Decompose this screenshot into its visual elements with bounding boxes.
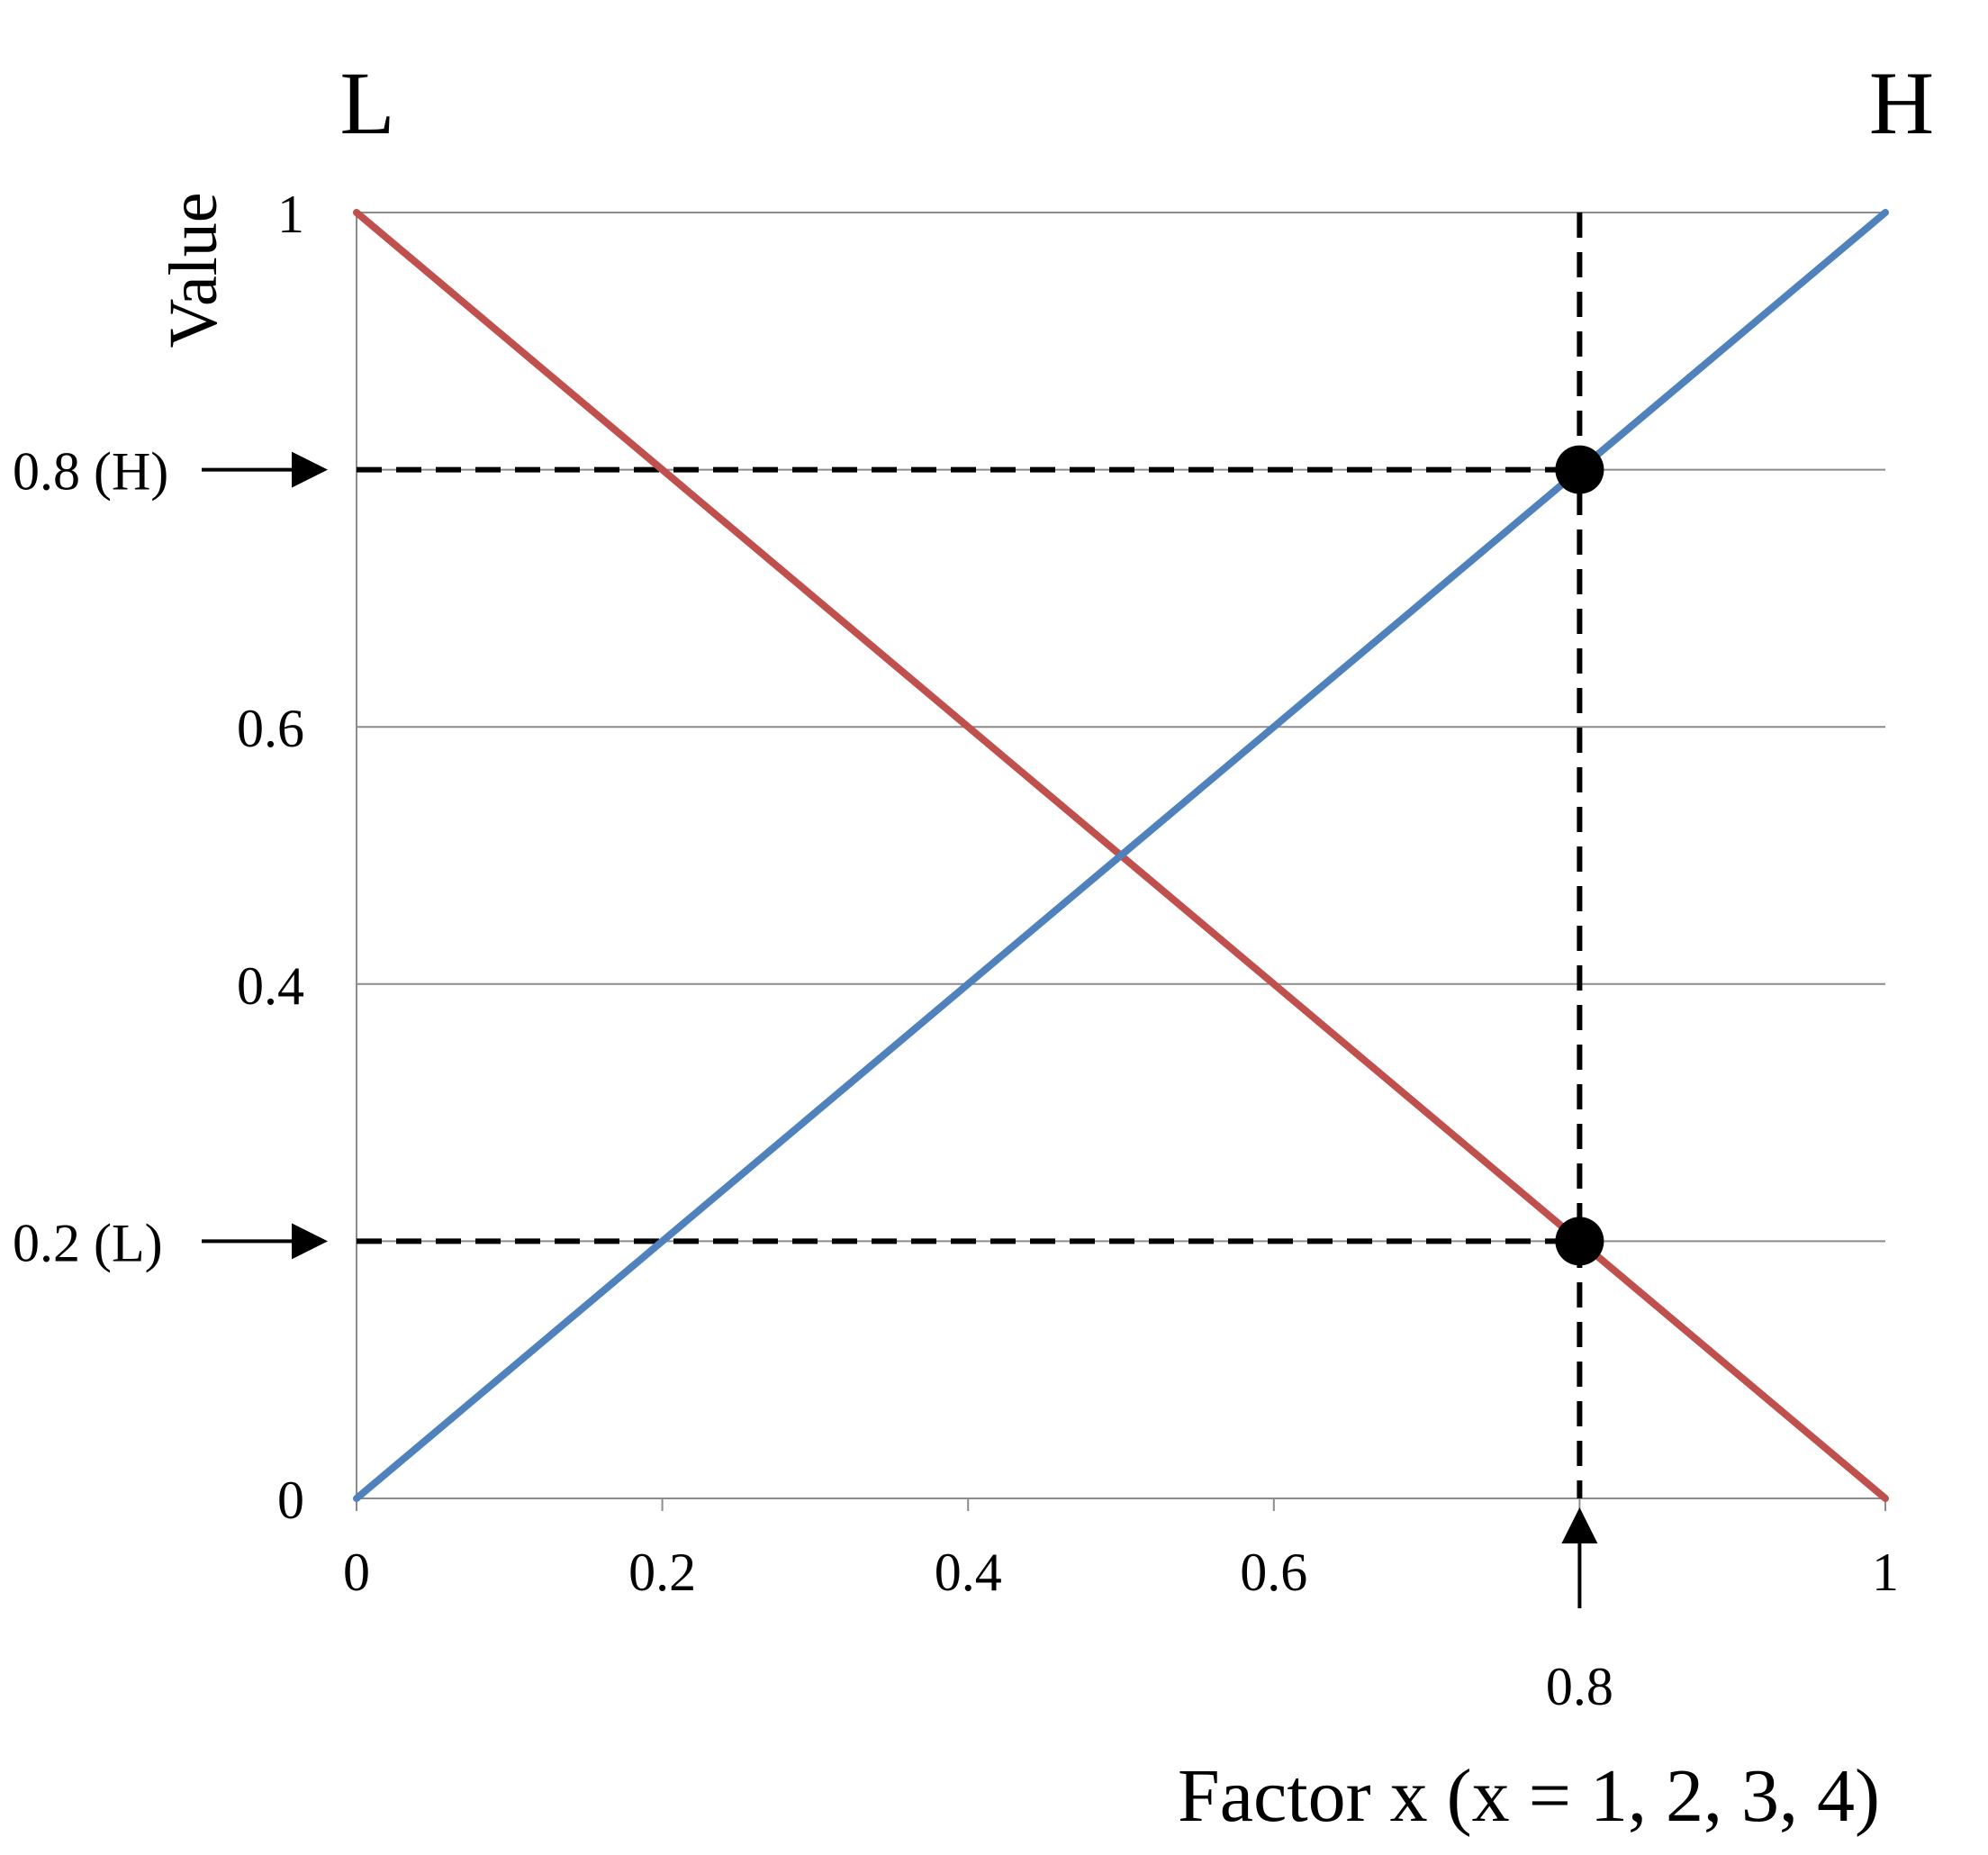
highlight-y-label: 0.2 (L)	[13, 1213, 163, 1272]
highlight-point	[1555, 445, 1604, 494]
x-tick-label: 1	[1872, 1543, 1899, 1602]
y-tick-label: 0.6	[237, 699, 304, 758]
series-line	[353, 209, 1889, 1502]
corner-label-left: L	[339, 53, 394, 153]
highlight-point	[1555, 1217, 1604, 1266]
y-axis-label: Value	[156, 192, 231, 348]
y-tick-label: 0	[277, 1470, 304, 1530]
x-tick-label: 0.4	[935, 1543, 1002, 1602]
x-tick-label: 0	[343, 1543, 370, 1602]
guide-layer	[202, 213, 1598, 1608]
points-layer	[1555, 445, 1604, 1266]
y-tick-label: 0.4	[237, 956, 304, 1016]
series-layer	[353, 209, 1889, 1502]
highlight-x-label: 0.8	[1546, 1657, 1613, 1716]
x-axis-label: Factor x (x = 1, 2, 3, 4)	[1178, 1754, 1880, 1838]
highlight-y-label: 0.8 (H)	[13, 442, 168, 502]
text-layer: L H Value Factor x (x = 1, 2, 3, 4) 0 0.2…	[13, 53, 1934, 1838]
x-tick-label: 0.6	[1240, 1543, 1307, 1602]
y-tick-label: 1	[277, 185, 304, 244]
corner-label-right: H	[1869, 53, 1934, 153]
x-tick-label: 0.2	[628, 1543, 696, 1602]
